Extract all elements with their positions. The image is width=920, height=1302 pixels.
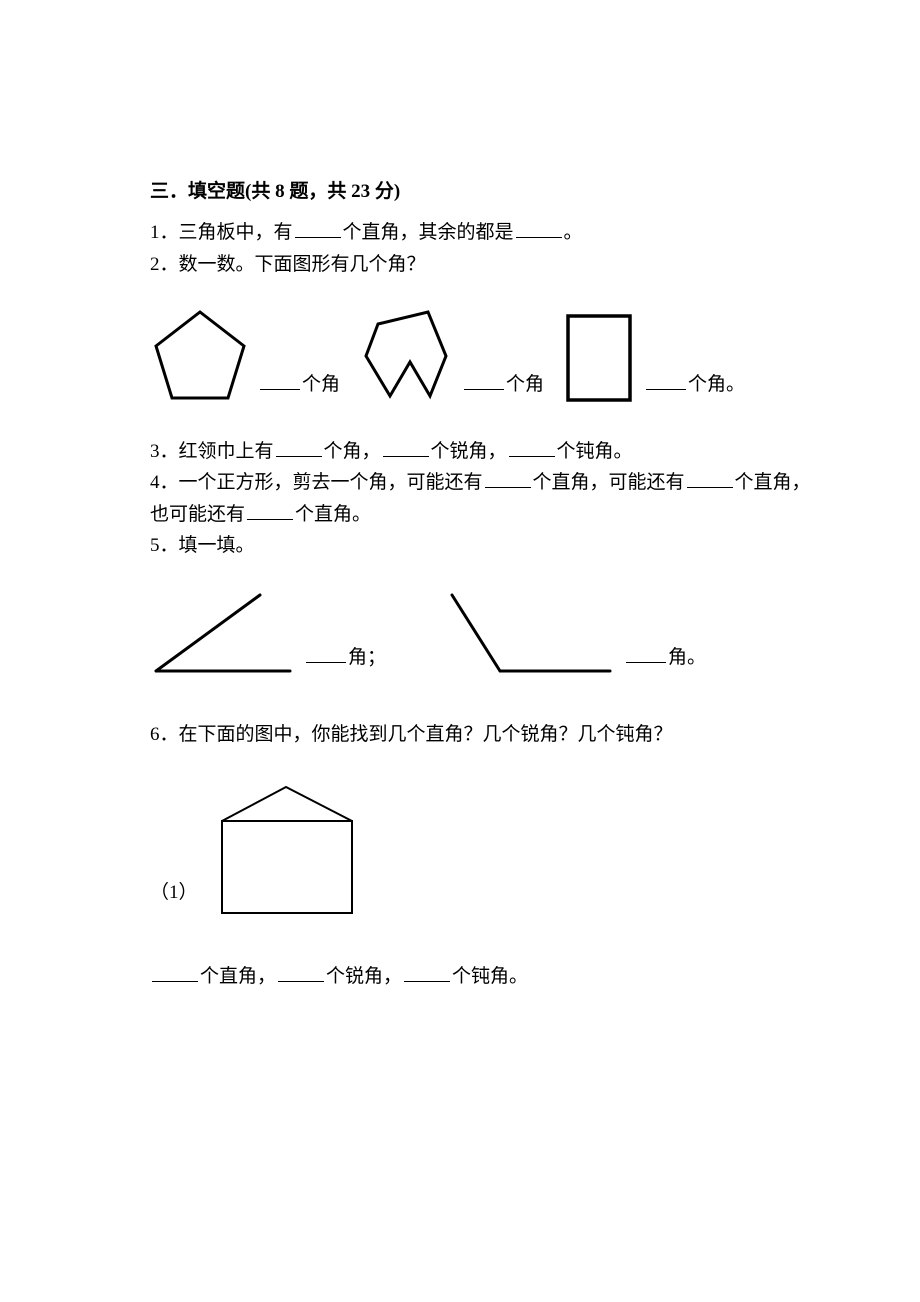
q6-blank-1[interactable] [152,962,198,982]
concave-hexagon-icon [358,306,454,406]
q2-label-3: 个角。 [688,374,745,395]
q6-text-3: 个钝角。 [452,966,528,987]
q1-text-1: 1．三角板中，有 [150,222,293,243]
q6-blank-3[interactable] [404,962,450,982]
question-1: 1．三角板中，有 个直角，其余的都是 。 [150,217,920,248]
q6-blank-2[interactable] [278,962,324,982]
rectangle-icon [562,310,636,406]
q5-label-2: 角。 [668,647,706,668]
q2-figure-row: 个角 个角 个角。 [150,306,920,406]
q2-blank-3[interactable] [646,370,686,390]
q5-item-acute: 角； [150,587,386,679]
q2-blank-2[interactable] [464,370,504,390]
q1-blank-2[interactable] [516,218,562,238]
q4-blank-3[interactable] [247,500,293,520]
section-heading: 三．填空题(共 8 题，共 23 分) [150,176,920,207]
question-4: 4．一个正方形，剪去一个角，可能还有 个直角，可能还有 个直角， 也可能还有 个直角。 [150,467,920,530]
q2-label-2: 个角 [506,374,544,395]
q2-item-rect: 个角。 [562,310,745,406]
q1-text-2: 个直角，其余的都是 [343,222,514,243]
acute-angle-icon [150,587,296,679]
q3-text-3: 个锐角， [431,441,507,462]
q6-text-1: 个直角， [200,966,276,987]
q5-item-obtuse: 角。 [446,587,706,679]
q5-figure-row: 角； 角。 [150,587,920,679]
q3-blank-3[interactable] [509,437,555,457]
q4-text-4: 也可能还有 [150,504,245,525]
q2-item-concave: 个角 [358,306,544,406]
q2-item-pentagon: 个角 [150,306,340,406]
question-2: 2．数一数。下面图形有几个角？ [150,249,920,280]
q4-text-2: 个直角，可能还有 [533,472,685,493]
q1-text-3: 。 [564,222,583,243]
q5-label-1: 角； [348,647,386,668]
q6-figure-row: （1） [150,781,920,921]
q5-blank-2[interactable] [626,643,666,663]
house-icon [216,781,360,921]
q1-blank-1[interactable] [295,218,341,238]
q2-label-1: 个角 [302,374,340,395]
pentagon-icon [150,306,250,406]
q4-text-5: 个直角。 [295,504,371,525]
q3-text-4: 个钝角。 [557,441,633,462]
question-3: 3．红领巾上有 个角， 个锐角， 个钝角。 [150,436,920,467]
q3-blank-2[interactable] [383,437,429,457]
q6-item-number: （1） [150,877,198,920]
q6-text-2: 个锐角， [326,966,402,987]
question-6: 6．在下面的图中，你能找到几个直角？几个锐角？几个钝角？ [150,719,920,750]
q5-blank-1[interactable] [306,643,346,663]
q4-blank-1[interactable] [485,468,531,488]
q3-text-1: 3．红领巾上有 [150,441,274,462]
q2-blank-1[interactable] [260,370,300,390]
q3-text-2: 个角， [324,441,381,462]
q4-text-3: 个直角， [735,472,811,493]
q6-answer-line: 个直角， 个锐角， 个钝角。 [150,961,920,992]
question-5: 5．填一填。 [150,530,920,561]
q4-text-1: 4．一个正方形，剪去一个角，可能还有 [150,472,483,493]
obtuse-angle-icon [446,587,616,679]
q3-blank-1[interactable] [276,437,322,457]
q4-blank-2[interactable] [687,468,733,488]
